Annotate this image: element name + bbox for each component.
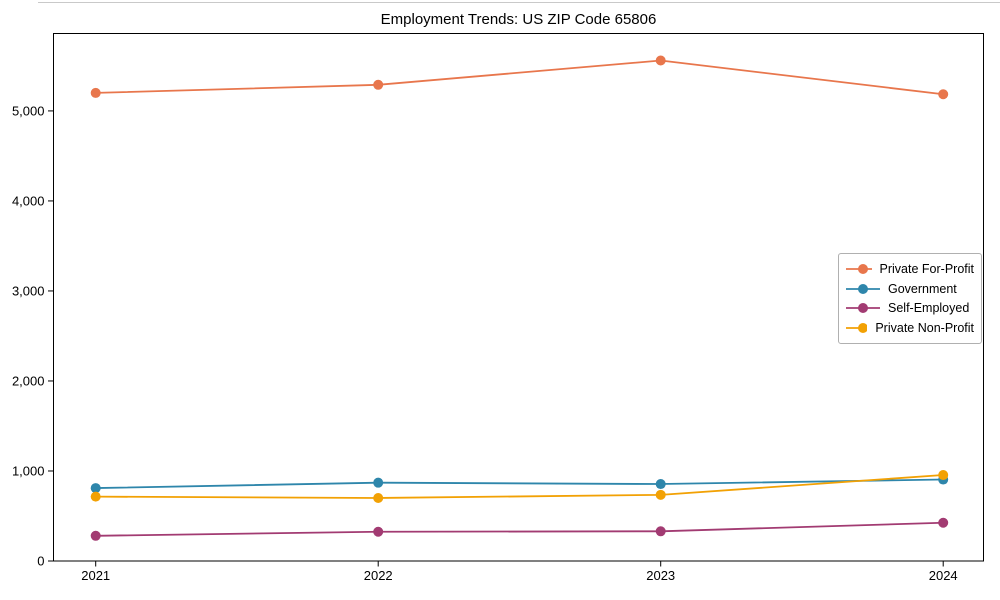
data-point-private-non-profit xyxy=(938,470,949,481)
legend: Private For-Profit Government Self-Employe… xyxy=(838,253,982,344)
y-tick-label: 2,000 xyxy=(12,373,45,388)
y-tick-label: 4,000 xyxy=(12,193,45,208)
figure-top-border xyxy=(38,2,1000,3)
data-point-government xyxy=(373,477,384,488)
data-point-private-for-profit xyxy=(373,79,384,90)
legend-marker-icon xyxy=(846,283,880,294)
legend-entry-private-for-profit: Private For-Profit xyxy=(846,259,974,279)
legend-entry-private-non-profit: Private Non-Profit xyxy=(846,318,974,338)
legend-label: Private Non-Profit xyxy=(875,321,974,336)
data-point-private-for-profit xyxy=(938,89,949,100)
x-tick-label: 2023 xyxy=(646,568,675,583)
data-point-self-employed xyxy=(655,526,666,537)
y-tick-label: 5,000 xyxy=(12,103,45,118)
data-point-private-for-profit xyxy=(655,55,666,66)
y-tick-label: 3,000 xyxy=(12,283,45,298)
legend-marker-icon xyxy=(846,303,880,314)
legend-entry-government: Government xyxy=(846,279,974,299)
data-point-private-non-profit xyxy=(655,489,666,500)
series-line-private-non-profit xyxy=(95,474,944,499)
y-tick-label: 0 xyxy=(37,554,44,569)
data-point-private-for-profit xyxy=(90,87,101,98)
data-point-self-employed xyxy=(373,526,384,537)
legend-marker-icon xyxy=(846,323,868,334)
data-point-government xyxy=(655,479,666,490)
chart-title: Employment Trends: US ZIP Code 65806 xyxy=(380,11,657,28)
series-line-private-for-profit xyxy=(95,59,944,96)
legend-label: Private For-Profit xyxy=(879,261,974,276)
legend-label: Self-Employed xyxy=(888,301,970,316)
series-line-government xyxy=(95,478,944,489)
data-point-private-non-profit xyxy=(90,491,101,502)
y-tick-label: 1,000 xyxy=(12,463,45,478)
legend-marker-icon xyxy=(846,263,872,274)
x-tick-label: 2024 xyxy=(929,568,958,583)
data-point-government xyxy=(90,483,101,494)
x-tick-label: 2022 xyxy=(364,568,393,583)
legend-label: Government xyxy=(888,281,957,296)
data-point-private-non-profit xyxy=(373,492,384,503)
series-line-self-employed xyxy=(95,521,944,537)
x-tick-label: 2021 xyxy=(81,568,110,583)
data-point-self-employed xyxy=(938,517,949,528)
data-point-self-employed xyxy=(90,530,101,541)
plot-area xyxy=(53,33,984,562)
legend-entry-self-employed: Self-Employed xyxy=(846,299,974,319)
